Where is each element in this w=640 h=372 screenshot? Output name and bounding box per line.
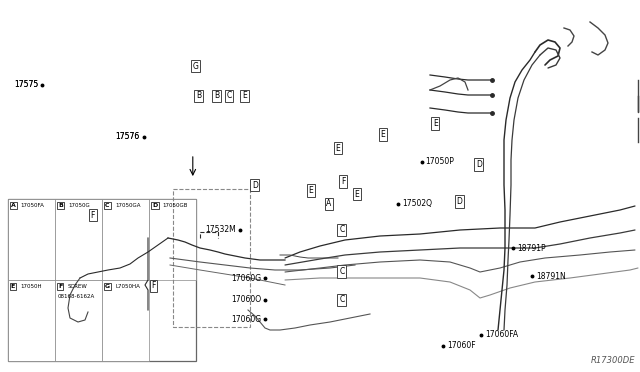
Text: G: G: [192, 62, 198, 71]
Text: 17050H: 17050H: [20, 284, 42, 289]
Text: 17576: 17576: [115, 132, 140, 141]
Text: 17060FA: 17060FA: [485, 330, 518, 339]
Text: 18791P: 18791P: [517, 244, 546, 253]
Text: C: C: [339, 267, 344, 276]
Text: A: A: [11, 203, 15, 208]
Text: B: B: [214, 92, 219, 100]
Text: B: B: [196, 92, 201, 100]
Text: 17060G: 17060G: [231, 315, 261, 324]
Text: C: C: [339, 225, 344, 234]
Bar: [55, 280, 102, 361]
Bar: [8, 280, 55, 361]
Text: 17532M: 17532M: [205, 225, 236, 234]
Text: L7050HA: L7050HA: [115, 284, 140, 289]
Text: 17575: 17575: [14, 80, 38, 89]
Text: 17060O: 17060O: [231, 295, 261, 304]
Text: C: C: [105, 203, 109, 208]
Text: E: E: [11, 284, 15, 289]
Text: E: E: [355, 190, 360, 199]
Text: F: F: [58, 284, 62, 289]
Bar: [102, 199, 149, 280]
Text: D: D: [456, 197, 463, 206]
Text: 17060F: 17060F: [447, 341, 476, 350]
Bar: [173, 189, 250, 327]
Bar: [55, 199, 102, 280]
Text: E: E: [242, 92, 247, 100]
Text: E: E: [380, 130, 385, 139]
Text: F: F: [91, 211, 95, 219]
Bar: [8, 199, 55, 280]
Text: 17050GB: 17050GB: [163, 203, 188, 208]
Bar: [102, 280, 149, 361]
Text: 17050P: 17050P: [426, 157, 454, 166]
Text: E: E: [433, 119, 438, 128]
Text: 17060G: 17060G: [231, 274, 261, 283]
Text: D: D: [152, 203, 157, 208]
Text: C: C: [227, 92, 232, 100]
Text: 17050FA: 17050FA: [20, 203, 45, 208]
Text: 08168-6162A: 08168-6162A: [58, 294, 95, 299]
Text: D: D: [476, 160, 482, 169]
Text: 17050G: 17050G: [68, 203, 90, 208]
Text: 17050GA: 17050GA: [115, 203, 141, 208]
Text: B: B: [58, 203, 63, 208]
Text: F: F: [152, 281, 156, 290]
Bar: [8, 199, 196, 361]
Text: SCREW: SCREW: [68, 284, 88, 289]
Bar: [149, 199, 196, 280]
Text: F: F: [341, 177, 345, 186]
Text: E: E: [308, 186, 314, 195]
Text: G: G: [105, 284, 110, 289]
Text: E: E: [335, 144, 340, 153]
Text: A: A: [326, 199, 332, 208]
Text: 18791N: 18791N: [536, 272, 566, 280]
Text: D: D: [252, 181, 258, 190]
Text: 17502Q: 17502Q: [402, 199, 432, 208]
Text: 17576: 17576: [115, 132, 140, 141]
Text: R17300DE: R17300DE: [591, 356, 635, 365]
Text: 17575: 17575: [14, 80, 38, 89]
Text: C: C: [339, 295, 344, 304]
